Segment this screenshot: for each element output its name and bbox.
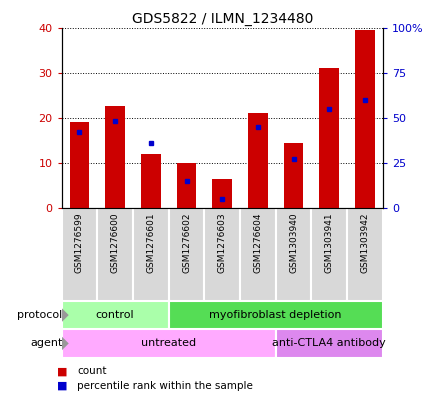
- Text: GSM1303941: GSM1303941: [325, 213, 334, 273]
- Bar: [62, 301, 169, 329]
- Title: GDS5822 / ILMN_1234480: GDS5822 / ILMN_1234480: [132, 13, 313, 26]
- Bar: [62, 208, 97, 301]
- Bar: [347, 208, 383, 301]
- Bar: [204, 208, 240, 301]
- Text: agent: agent: [30, 338, 62, 349]
- Text: ■: ■: [57, 381, 68, 391]
- Text: GSM1303940: GSM1303940: [289, 213, 298, 273]
- Text: GSM1276604: GSM1276604: [253, 213, 262, 273]
- Bar: [62, 329, 276, 358]
- Bar: [276, 208, 312, 301]
- Bar: [70, 122, 89, 208]
- Bar: [133, 208, 169, 301]
- Bar: [97, 208, 133, 301]
- Bar: [177, 163, 196, 208]
- Text: GSM1303942: GSM1303942: [360, 213, 370, 273]
- Text: anti-CTLA4 antibody: anti-CTLA4 antibody: [272, 338, 386, 349]
- Text: control: control: [96, 310, 135, 320]
- Text: GSM1276603: GSM1276603: [218, 213, 227, 273]
- Bar: [169, 301, 383, 329]
- Bar: [213, 179, 232, 208]
- Text: count: count: [77, 366, 106, 376]
- Text: GSM1276599: GSM1276599: [75, 213, 84, 273]
- Text: untreated: untreated: [141, 338, 196, 349]
- Bar: [284, 143, 304, 208]
- Text: protocol: protocol: [17, 310, 62, 320]
- Bar: [141, 154, 161, 208]
- Bar: [240, 208, 276, 301]
- Text: GSM1276600: GSM1276600: [110, 213, 120, 273]
- Bar: [319, 68, 339, 208]
- Text: GSM1276602: GSM1276602: [182, 213, 191, 273]
- Bar: [169, 208, 204, 301]
- Bar: [355, 30, 375, 208]
- Polygon shape: [62, 308, 69, 322]
- Text: myofibroblast depletion: myofibroblast depletion: [209, 310, 342, 320]
- Text: percentile rank within the sample: percentile rank within the sample: [77, 381, 253, 391]
- Bar: [276, 329, 383, 358]
- Text: ■: ■: [57, 366, 68, 376]
- Bar: [312, 208, 347, 301]
- Polygon shape: [62, 336, 69, 351]
- Text: GSM1276601: GSM1276601: [147, 213, 155, 273]
- Bar: [105, 107, 125, 208]
- Bar: [248, 113, 268, 208]
